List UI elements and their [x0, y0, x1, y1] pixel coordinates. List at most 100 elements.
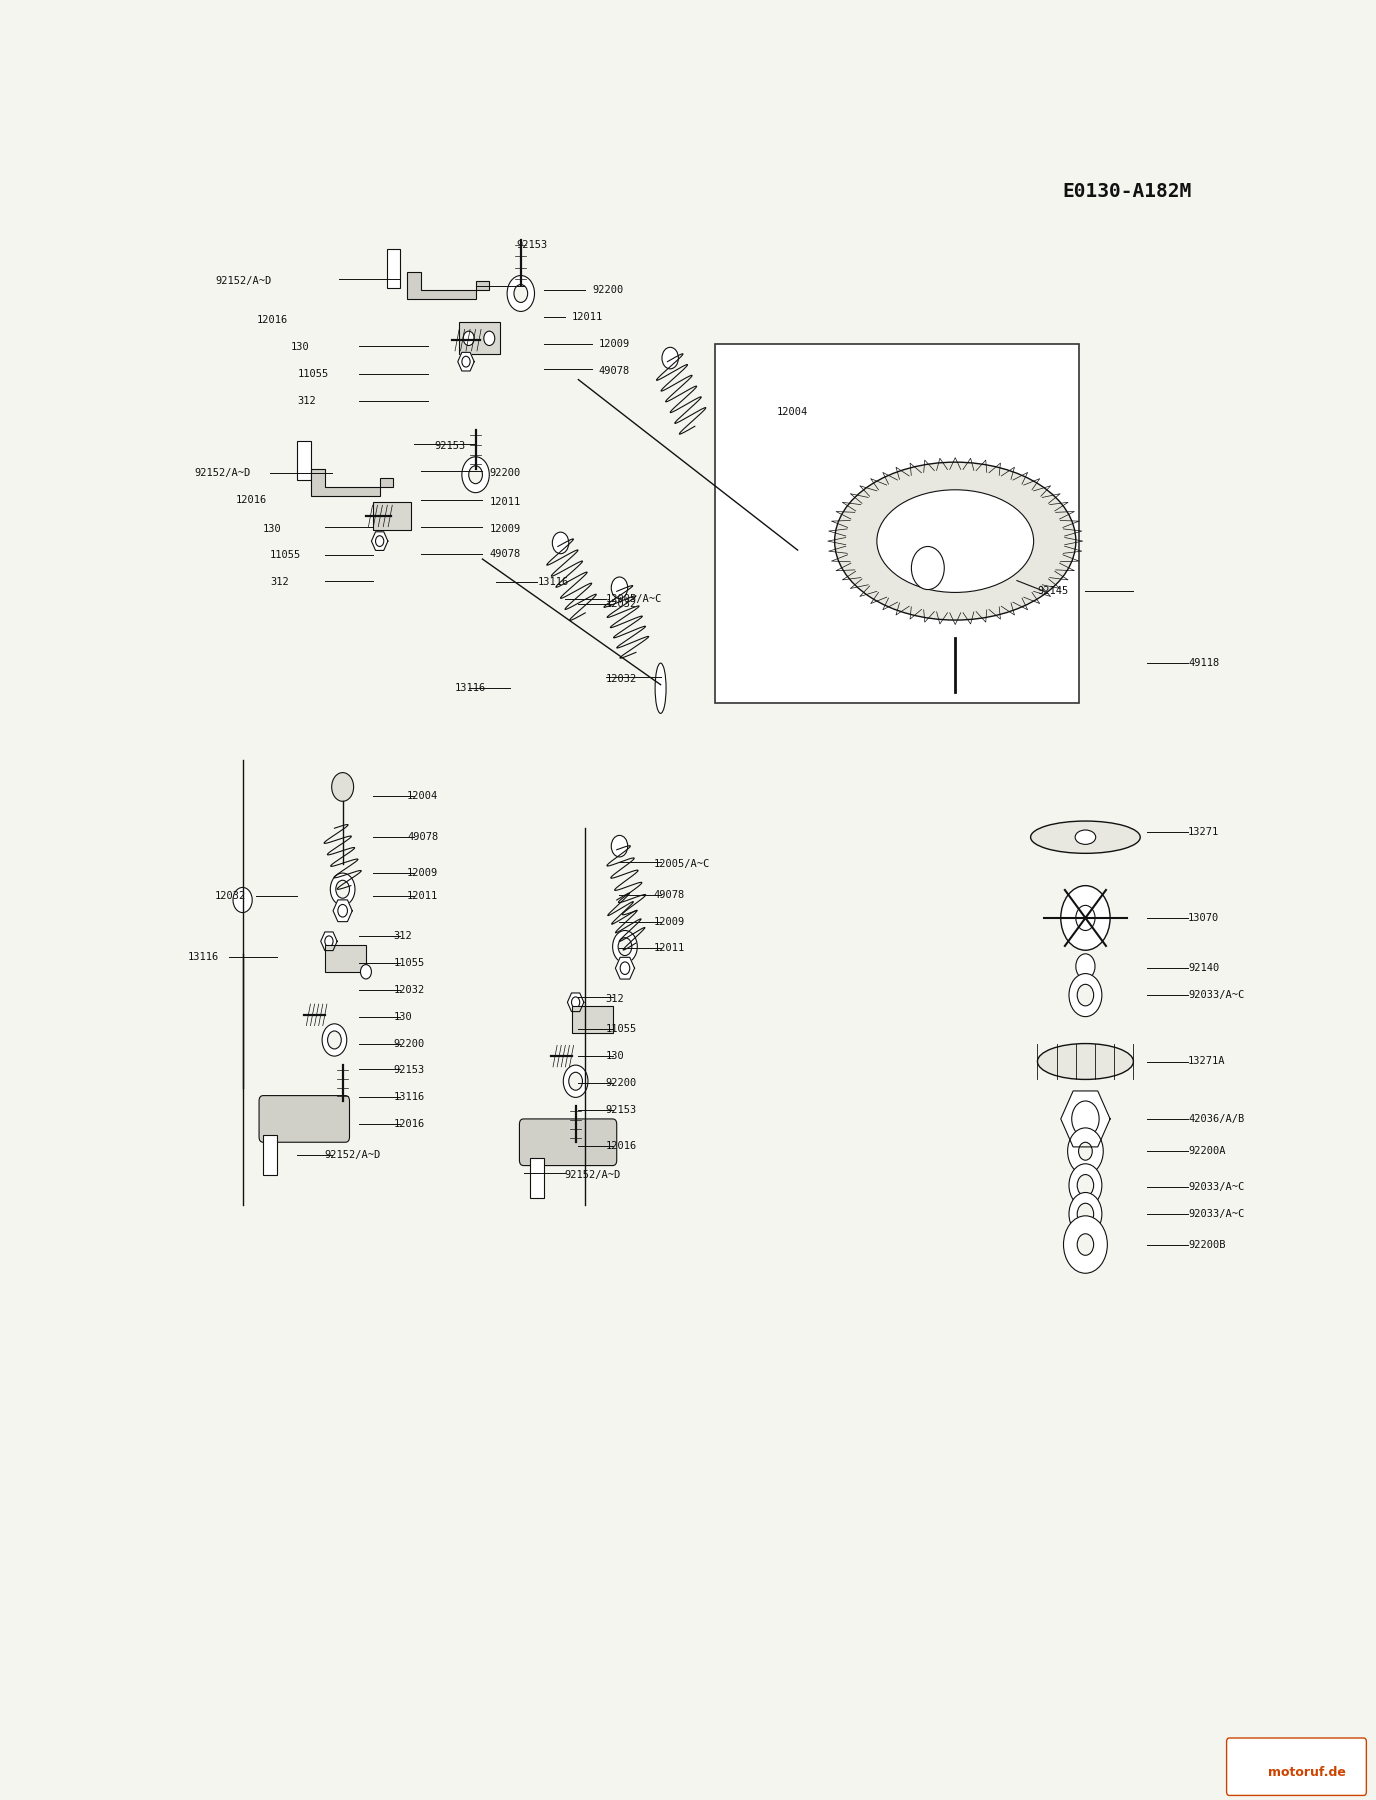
Circle shape [571, 997, 579, 1008]
Circle shape [327, 1031, 341, 1049]
Circle shape [336, 880, 350, 898]
Circle shape [462, 457, 490, 493]
Text: 13070: 13070 [1189, 913, 1219, 923]
Circle shape [1064, 1215, 1108, 1273]
Text: 92153: 92153 [435, 441, 465, 452]
Text: 12032: 12032 [215, 891, 246, 902]
Text: 13116: 13116 [537, 578, 568, 587]
Circle shape [376, 536, 384, 547]
Circle shape [1077, 1175, 1094, 1195]
Text: 11055: 11055 [394, 958, 425, 968]
Text: 92200A: 92200A [1189, 1147, 1226, 1156]
Text: 92033/A~C: 92033/A~C [1189, 1183, 1244, 1192]
Polygon shape [1061, 1091, 1110, 1147]
Text: 92200: 92200 [490, 468, 520, 479]
Text: 92153: 92153 [517, 239, 548, 250]
Text: 12011: 12011 [407, 891, 439, 902]
Text: 12016: 12016 [394, 1120, 425, 1129]
Circle shape [322, 1024, 347, 1057]
Circle shape [1079, 1143, 1093, 1161]
Text: 11055: 11055 [605, 1024, 637, 1035]
Circle shape [1072, 1102, 1099, 1138]
Text: 92200: 92200 [592, 284, 623, 295]
Text: 312: 312 [270, 578, 289, 587]
Text: 312: 312 [605, 994, 625, 1004]
Text: 130: 130 [605, 1051, 625, 1062]
Ellipse shape [877, 490, 1033, 592]
Ellipse shape [1031, 821, 1141, 853]
Text: 92152/A~D: 92152/A~D [325, 1150, 381, 1159]
Text: 49118: 49118 [1189, 659, 1219, 668]
Text: 92152/A~D: 92152/A~D [564, 1170, 621, 1179]
Ellipse shape [1075, 830, 1095, 844]
Text: 12011: 12011 [571, 311, 603, 322]
Circle shape [1073, 1103, 1098, 1136]
Polygon shape [311, 470, 394, 497]
Circle shape [611, 578, 627, 599]
Text: 12009: 12009 [490, 524, 520, 533]
Circle shape [484, 331, 495, 346]
Text: 42036/A/B: 42036/A/B [1189, 1114, 1244, 1123]
Bar [460, 322, 501, 355]
Ellipse shape [655, 662, 666, 713]
Circle shape [662, 347, 678, 369]
Circle shape [325, 936, 333, 947]
Ellipse shape [835, 463, 1076, 619]
Circle shape [618, 938, 632, 956]
Text: 92200: 92200 [605, 1078, 637, 1087]
Bar [373, 502, 411, 531]
Bar [263, 1136, 277, 1175]
Text: motoruf.de: motoruf.de [1267, 1766, 1346, 1778]
Text: 92145: 92145 [1038, 587, 1069, 596]
Circle shape [1077, 985, 1094, 1006]
Text: 13116: 13116 [394, 1093, 425, 1102]
Circle shape [1068, 1129, 1104, 1175]
Text: 12016: 12016 [235, 495, 267, 504]
Circle shape [1069, 1192, 1102, 1235]
FancyBboxPatch shape [259, 1096, 350, 1143]
Circle shape [1076, 954, 1095, 979]
Text: 12009: 12009 [407, 868, 439, 878]
Polygon shape [372, 531, 388, 551]
Bar [571, 1006, 612, 1033]
Text: 13271A: 13271A [1189, 1057, 1226, 1066]
Text: 13271: 13271 [1189, 826, 1219, 837]
Circle shape [1076, 905, 1095, 931]
Text: 11055: 11055 [297, 369, 329, 380]
Circle shape [508, 275, 534, 311]
Circle shape [515, 284, 527, 302]
Text: 12004: 12004 [407, 790, 439, 801]
Circle shape [1069, 1165, 1102, 1206]
Circle shape [338, 904, 348, 916]
Text: 92200B: 92200B [1189, 1240, 1226, 1249]
Text: E0130-A182M: E0130-A182M [1062, 182, 1192, 200]
Text: 49078: 49078 [490, 549, 520, 558]
Text: 49078: 49078 [407, 832, 439, 842]
Text: 130: 130 [394, 1012, 411, 1022]
Text: 13116: 13116 [187, 952, 219, 963]
Text: 12009: 12009 [654, 916, 685, 927]
Text: 12011: 12011 [654, 943, 685, 954]
Text: 12016: 12016 [605, 1141, 637, 1150]
FancyBboxPatch shape [1226, 1739, 1366, 1795]
Circle shape [462, 356, 471, 367]
Text: 12016: 12016 [256, 315, 288, 326]
Text: 92153: 92153 [605, 1105, 637, 1114]
Circle shape [330, 873, 355, 905]
Circle shape [568, 1073, 582, 1091]
Circle shape [464, 331, 475, 346]
Bar [297, 441, 311, 481]
Text: 12004: 12004 [777, 407, 808, 418]
Text: 12005/A~C: 12005/A~C [605, 594, 662, 603]
Circle shape [361, 965, 372, 979]
Text: 312: 312 [394, 931, 411, 941]
Text: 92033/A~C: 92033/A~C [1189, 1210, 1244, 1219]
Bar [387, 248, 400, 288]
Text: 130: 130 [290, 342, 310, 353]
Bar [325, 945, 366, 972]
Circle shape [611, 835, 627, 857]
Text: 12032: 12032 [605, 675, 637, 684]
Circle shape [469, 466, 483, 484]
Circle shape [1077, 1202, 1094, 1224]
Text: 12005/A~C: 12005/A~C [654, 859, 710, 869]
